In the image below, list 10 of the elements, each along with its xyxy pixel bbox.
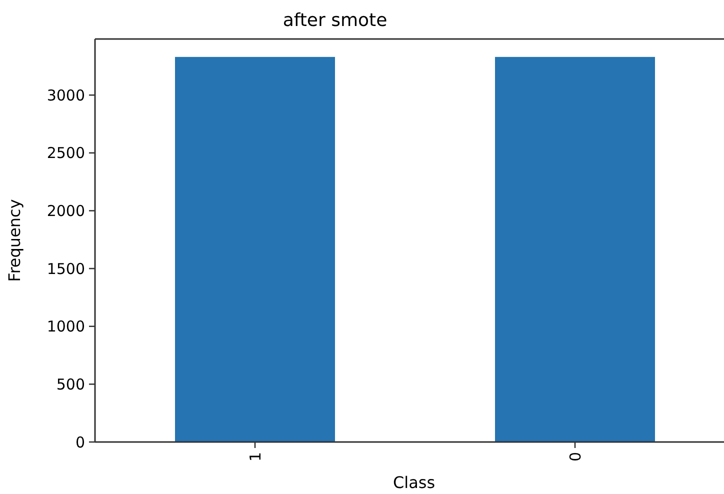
y-tick-label: 1000 <box>46 318 85 336</box>
y-tick-label: 3000 <box>46 86 85 104</box>
x-axis-title: Class <box>392 473 436 492</box>
y-tick-label: 1500 <box>46 260 85 278</box>
y-tick-label: 2500 <box>46 144 85 162</box>
y-tick-label: 500 <box>56 375 85 394</box>
x-tick-label: 1 <box>246 452 264 462</box>
chart-title: after smote <box>282 10 388 31</box>
y-tick-label: 2000 <box>46 202 85 220</box>
y-axis-title: Frequency <box>5 199 24 282</box>
